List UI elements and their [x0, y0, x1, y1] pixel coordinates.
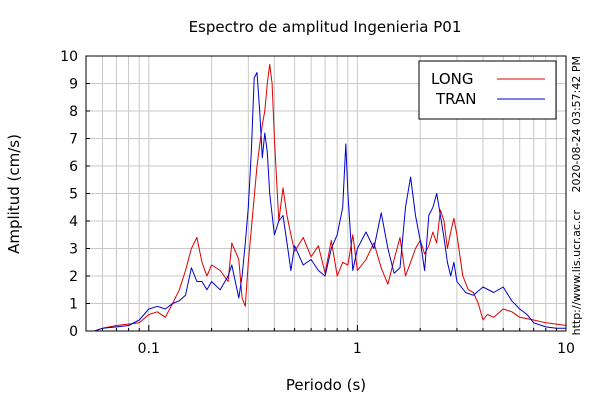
axis-ticks: [86, 55, 557, 332]
y-tick-label: 2: [69, 269, 78, 285]
series-lines: [94, 63, 567, 332]
chart-title: Espectro de amplitud Ingenieria P01: [189, 18, 462, 36]
y-tick-label: 8: [69, 104, 78, 120]
legend-label-tran: TRAN: [435, 90, 476, 108]
legend: LONG TRAN: [418, 60, 557, 120]
y-tick-label: 5: [69, 187, 78, 203]
y-tick-label: 9: [69, 77, 78, 93]
series-line-long: [94, 63, 567, 332]
x-axis-label: Periodo (s): [286, 376, 366, 394]
series-line-tran: [94, 72, 566, 332]
y-tick-label: 10: [60, 49, 78, 65]
x-tick-label: 10: [557, 341, 575, 357]
y-tick-labels: 0 1 2 3 4 5 6 7 8 9 10: [60, 49, 78, 340]
y-tick-label: 0: [69, 324, 78, 340]
y-tick-label: 7: [69, 132, 78, 148]
legend-box: [418, 60, 557, 120]
y-tick-label: 4: [69, 214, 78, 230]
x-tick-label: 0.1: [138, 341, 160, 357]
x-tick-label: 1: [353, 341, 362, 357]
timestamp-text: 2020-08-24 03:57:42 PM: [570, 56, 583, 192]
y-tick-label: 6: [69, 159, 78, 175]
source-url-text: http://www.lis.ucr.ac.cr: [570, 210, 583, 336]
y-tick-label: 3: [69, 242, 78, 258]
y-tick-label: 1: [69, 297, 78, 313]
y-axis-label: Amplitud (cm/s): [5, 134, 23, 254]
x-tick-labels: 0.1 1 10: [138, 341, 575, 357]
legend-label-long: LONG: [431, 70, 473, 88]
